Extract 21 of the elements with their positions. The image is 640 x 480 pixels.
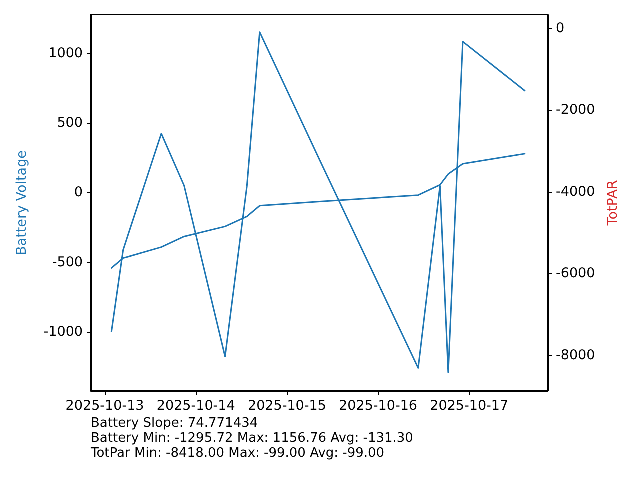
y2-tick-label: 0 — [556, 20, 565, 36]
text: Battery Min: -1295.72 Max: 1156.76 Avg: -131.30 — [91, 431, 414, 446]
y-tick-label: 500 — [57, 115, 83, 132]
text: Battery Slope: 74.771434 — [91, 416, 258, 431]
x-tick-label: 2025-10-16 — [339, 398, 418, 414]
text: TotPar Min: -8418.00 Max: -99.00 Avg: -99.00 — [90, 446, 385, 461]
x-tick-label: 2025-10-13 — [66, 398, 144, 414]
y2-tick-label: -4000 — [556, 184, 596, 200]
y2-axis-title: TotPAR — [605, 180, 622, 227]
y-axis-title: Battery Voltage — [14, 150, 30, 256]
y2-tick-label: -8000 — [556, 348, 596, 364]
x-tick-label: 2025-10-15 — [248, 398, 326, 414]
line-series — [110, 32, 526, 374]
x-tick-label: 2025-10-14 — [156, 398, 236, 414]
x-tick-label: 2025-10-17 — [430, 398, 509, 414]
y2-tick-label: -6000 — [556, 266, 596, 282]
y2-tick-label: -2000 — [556, 102, 596, 118]
y-tick-label: -1000 — [44, 324, 83, 340]
y-tick-label: 0 — [74, 184, 83, 201]
y-tick-label: -500 — [52, 254, 83, 270]
y-tick-label: 1000 — [48, 45, 83, 62]
